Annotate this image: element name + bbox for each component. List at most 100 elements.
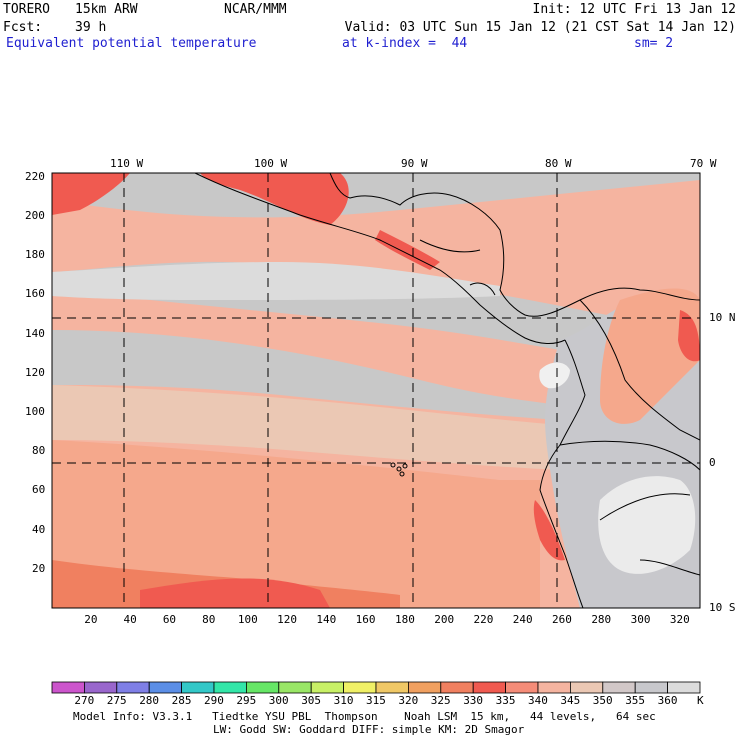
field-red-peru xyxy=(533,500,565,561)
lon-label-70w: 70 W xyxy=(690,157,717,170)
bottom-grid-label: 60 xyxy=(162,613,177,626)
colorbar-swatch xyxy=(148,681,182,694)
footer-model-info: Model Info: V3.3.1 Tiedtke YSU PBL Thomp… xyxy=(73,710,656,723)
lon-label-100w: 100 W xyxy=(254,157,288,170)
coastlines xyxy=(194,173,700,608)
left-grid-label: 160 xyxy=(25,287,45,301)
lon-label-90w: 90 W xyxy=(401,157,428,170)
colorbar-swatch xyxy=(84,681,118,694)
field-salmon-venezuela xyxy=(600,288,700,424)
colorbar-swatch xyxy=(570,681,604,694)
colorbar-label: 345 xyxy=(560,694,581,707)
colorbar-swatch xyxy=(634,681,669,694)
init-time: Init: 12 UTC Fri 13 Jan 12 xyxy=(532,2,737,17)
bottom-grid-label: 180 xyxy=(394,613,415,626)
forecast-hours: 39 h xyxy=(75,20,107,35)
bottom-grid-label: 40 xyxy=(123,613,137,626)
colorbar-label: 270 xyxy=(74,694,95,707)
colorbar-label: 300 xyxy=(268,694,289,707)
field-pale-band xyxy=(52,385,560,470)
field-white-andes-east xyxy=(598,476,696,574)
colorbar-label: 280 xyxy=(139,694,160,707)
colorbar-swatch xyxy=(602,681,636,694)
field-white-spot xyxy=(539,362,570,389)
colorbar-label: 315 xyxy=(366,694,386,707)
bottom-grid-label: 20 xyxy=(84,613,98,626)
field-red-nw xyxy=(52,173,130,215)
forecast-label: Fcst: xyxy=(3,20,43,35)
colorbar xyxy=(51,681,701,694)
border-ecuador-peru xyxy=(559,440,700,471)
bottom-grid-label: 140 xyxy=(316,613,337,626)
colorbar-swatch xyxy=(472,681,507,694)
left-grid-label: 220 xyxy=(25,169,45,183)
bottom-grid-label: 220 xyxy=(473,613,494,626)
colorbar-swatch xyxy=(51,681,85,694)
colorbar-swatch xyxy=(245,681,280,694)
border-colombia-venezuela xyxy=(579,299,700,441)
colorbar-label: 360 xyxy=(657,694,678,707)
colorbar-swatch xyxy=(310,681,345,694)
field-red-core xyxy=(140,578,330,608)
colorbar-swatch xyxy=(213,681,247,694)
bottom-grid-label: 120 xyxy=(277,613,297,626)
colorbar-label: 350 xyxy=(592,694,613,707)
colorbar-swatch xyxy=(667,681,701,694)
left-grid-label: 40 xyxy=(32,522,46,536)
bottom-grid-label: 160 xyxy=(355,613,376,626)
bottom-grid-label: 80 xyxy=(202,613,216,626)
bottom-grid-label: 280 xyxy=(591,613,612,626)
left-grid-label: 20 xyxy=(32,561,46,575)
left-grid-label: 200 xyxy=(25,209,45,223)
left-grid-label: 60 xyxy=(32,483,46,497)
colorbar-swatch xyxy=(375,681,409,694)
latlon-grid xyxy=(52,173,700,608)
field-grey-southern xyxy=(52,330,560,420)
colorbar-label: 295 xyxy=(236,694,257,707)
coastline-south-america-west xyxy=(539,339,586,608)
bottom-grid-label: 200 xyxy=(434,613,455,626)
field-salmon-band xyxy=(52,440,540,608)
colorbar-label: 325 xyxy=(430,694,451,707)
colorbar-swatch xyxy=(537,681,571,694)
colorbar-label: 320 xyxy=(398,694,419,707)
field-red-venezuela xyxy=(678,310,700,362)
colorbar-label: 290 xyxy=(204,694,224,707)
colorbar-unit: K xyxy=(697,694,704,707)
colorbar-swatch xyxy=(407,681,442,694)
bottom-grid-label: 240 xyxy=(512,613,533,626)
lon-label-80w: 80 W xyxy=(545,157,572,170)
colorbar-label: 305 xyxy=(301,694,322,707)
left-grid-label: 180 xyxy=(25,248,45,262)
border-costa-rica xyxy=(469,282,496,296)
coastline-caribbean xyxy=(329,173,700,317)
bottom-grid-label: 260 xyxy=(552,613,572,626)
field-red-mexico xyxy=(200,173,349,225)
level-info: at k-index = 44 xyxy=(342,36,468,51)
left-grid-label: 120 xyxy=(25,365,45,379)
theta-e-field xyxy=(52,173,700,608)
colorbar-swatch xyxy=(440,681,474,694)
left-grid-label: 80 xyxy=(32,444,46,458)
galapagos-islands xyxy=(390,462,408,477)
colorbar-label: 275 xyxy=(106,694,127,707)
border-peru-brazil xyxy=(599,493,691,521)
colorbar-label: 355 xyxy=(625,694,646,707)
left-grid-label: 140 xyxy=(25,326,45,340)
model-name: TORERO xyxy=(3,2,50,17)
lat-label-10n: 10 N xyxy=(709,311,736,324)
smoothing-info: sm= 2 xyxy=(634,36,674,51)
colorbar-swatch xyxy=(278,681,312,694)
field-grey-north xyxy=(52,173,700,218)
left-grid-label: 100 xyxy=(25,405,45,419)
footer-physics-info: LW: Godd SW: Goddard DIFF: simple KM: 2D… xyxy=(213,723,525,736)
colorbar-swatch xyxy=(343,681,377,694)
valid-time: Valid: 03 UTC Sun 15 Jan 12 (21 CST Sat … xyxy=(344,20,736,35)
field-name: Equivalent potential temperature xyxy=(6,36,257,51)
lon-label-110w: 110 W xyxy=(110,157,144,170)
colorbar-label: 310 xyxy=(333,694,354,707)
lat-label-0: 0 xyxy=(709,456,716,469)
colorbar-swatch xyxy=(181,681,215,694)
lat-label-10s: 10 S xyxy=(709,601,736,614)
